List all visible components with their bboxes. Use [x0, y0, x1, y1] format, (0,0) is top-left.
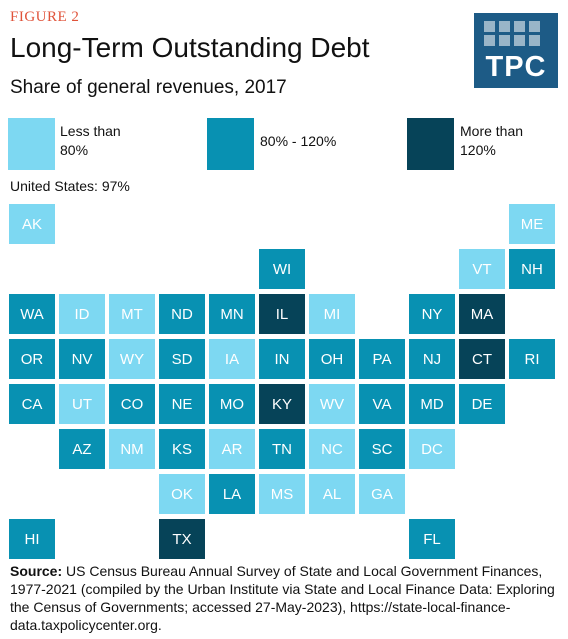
state-tile-ms: MS	[259, 474, 305, 514]
state-tile-wi: WI	[259, 249, 305, 289]
state-tile-or: OR	[9, 339, 55, 379]
logo-text: TPC	[485, 51, 547, 83]
state-tile-de: DE	[459, 384, 505, 424]
state-tile-sd: SD	[159, 339, 205, 379]
state-tile-ut: UT	[59, 384, 105, 424]
source-note: Source: US Census Bureau Annual Survey o…	[10, 562, 560, 634]
state-tile-az: AZ	[59, 429, 105, 469]
state-tile-mi: MI	[309, 294, 355, 334]
state-tile-tx: TX	[159, 519, 205, 559]
state-tile-wv: WV	[309, 384, 355, 424]
state-tile-ar: AR	[209, 429, 255, 469]
state-tile-in: IN	[259, 339, 305, 379]
state-tile-mo: MO	[209, 384, 255, 424]
legend-label-mid: 80% - 120%	[260, 132, 336, 151]
state-tile-nc: NC	[309, 429, 355, 469]
state-tile-il: IL	[259, 294, 305, 334]
state-tile-ri: RI	[509, 339, 555, 379]
state-tile-sc: SC	[359, 429, 405, 469]
state-tile-tn: TN	[259, 429, 305, 469]
state-tile-ma: MA	[459, 294, 505, 334]
state-tile-fl: FL	[409, 519, 455, 559]
state-tile-ks: KS	[159, 429, 205, 469]
state-tile-wy: WY	[109, 339, 155, 379]
state-tile-ky: KY	[259, 384, 305, 424]
us-total-label: United States: 97%	[10, 178, 130, 194]
source-label: Source:	[10, 563, 63, 579]
chart-subtitle: Share of general revenues, 2017	[10, 77, 287, 98]
legend-label-mid-line1: 80% - 120%	[260, 133, 337, 149]
legend-swatch-low	[8, 118, 55, 170]
state-tile-nh: NH	[509, 249, 555, 289]
state-tile-nd: ND	[159, 294, 205, 334]
state-tile-mt: MT	[109, 294, 155, 334]
state-tile-ok: OK	[159, 474, 205, 514]
state-tile-md: MD	[409, 384, 455, 424]
state-tile-ia: IA	[209, 339, 255, 379]
state-tile-la: LA	[209, 474, 255, 514]
legend-label-low-line2: 80%	[60, 142, 89, 158]
state-tile-hi: HI	[9, 519, 55, 559]
state-tile-ak: AK	[9, 204, 55, 244]
state-tile-ga: GA	[359, 474, 405, 514]
state-tile-ca: CA	[9, 384, 55, 424]
state-tile-oh: OH	[309, 339, 355, 379]
figure-label: FIGURE 2	[10, 9, 80, 25]
state-tile-wa: WA	[9, 294, 55, 334]
legend-label-high: More than 120%	[460, 122, 523, 160]
state-tile-ny: NY	[409, 294, 455, 334]
state-tile-mn: MN	[209, 294, 255, 334]
state-tile-pa: PA	[359, 339, 405, 379]
state-tile-nv: NV	[59, 339, 105, 379]
legend-label-high-line1: More than	[460, 123, 524, 139]
legend-label-low: Less than 80%	[60, 122, 121, 160]
legend-label-low-line1: Less than	[60, 123, 121, 139]
state-tile-ne: NE	[159, 384, 205, 424]
state-tile-vt: VT	[459, 249, 505, 289]
state-tile-dc: DC	[409, 429, 455, 469]
legend-swatch-mid	[207, 118, 254, 170]
tpc-logo: TPC	[474, 13, 558, 88]
state-tile-al: AL	[309, 474, 355, 514]
chart-title: Long-Term Outstanding Debt	[10, 32, 370, 63]
state-tile-co: CO	[109, 384, 155, 424]
state-tile-ct: CT	[459, 339, 505, 379]
legend-label-high-line2: 120%	[460, 142, 496, 158]
state-tile-nj: NJ	[409, 339, 455, 379]
source-text: US Census Bureau Annual Survey of State …	[10, 563, 555, 633]
state-tile-nm: NM	[109, 429, 155, 469]
state-tile-id: ID	[59, 294, 105, 334]
state-tile-me: ME	[509, 204, 555, 244]
state-tile-va: VA	[359, 384, 405, 424]
legend-swatch-high	[407, 118, 454, 170]
